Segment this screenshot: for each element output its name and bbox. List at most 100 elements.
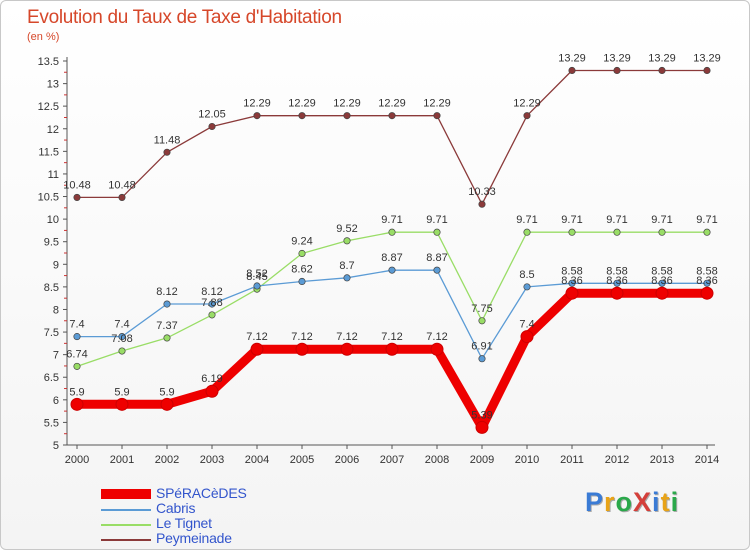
y-tick-label: 9.5: [44, 237, 59, 249]
series-point[interactable]: [118, 347, 126, 355]
series-point[interactable]: [298, 249, 306, 258]
y-tick-label: 10.5: [38, 192, 59, 204]
data-label: 8.36: [696, 275, 717, 287]
series-point[interactable]: [568, 279, 576, 287]
series-point[interactable]: [73, 333, 81, 341]
series-point[interactable]: [298, 277, 306, 286]
data-label: 8.7: [339, 260, 354, 272]
logo-letter: o: [615, 487, 634, 517]
series-point[interactable]: [298, 112, 306, 120]
data-label: 10.48: [63, 179, 91, 191]
series-point[interactable]: [613, 228, 621, 236]
series-point[interactable]: [160, 397, 174, 411]
data-label: 13.29: [648, 52, 676, 64]
series-point[interactable]: [253, 112, 261, 120]
series-point[interactable]: [340, 342, 354, 356]
legend-swatch-le-tignet: [101, 524, 151, 526]
series-point[interactable]: [523, 228, 531, 236]
data-label: 7.12: [291, 331, 312, 343]
data-label: 9.71: [381, 214, 402, 226]
series-point[interactable]: [163, 300, 171, 308]
legend-swatch-cabris: [101, 509, 151, 511]
legend-label-peymeinade: Peymeinade: [156, 530, 232, 546]
series-point[interactable]: [658, 279, 666, 287]
series-point[interactable]: [163, 334, 171, 342]
series-point[interactable]: [388, 112, 396, 120]
series-point[interactable]: [568, 228, 576, 236]
series-point[interactable]: [433, 228, 441, 236]
y-tick-label: 8: [53, 304, 59, 316]
logo-letter: t: [660, 487, 671, 517]
series-point[interactable]: [703, 66, 711, 75]
legend-swatch-speracedes: [101, 489, 151, 499]
data-label: 12.29: [513, 98, 541, 110]
series-point[interactable]: [613, 279, 621, 287]
series-point[interactable]: [703, 279, 711, 287]
data-label: 12.29: [378, 98, 406, 110]
y-tick-label: 11.5: [38, 146, 59, 158]
series-point[interactable]: [253, 282, 261, 290]
data-label: 13.29: [693, 52, 721, 64]
y-tick-label: 5.5: [44, 417, 59, 429]
series-point[interactable]: [520, 330, 534, 344]
data-label: 12.29: [423, 98, 451, 110]
data-label: 9.71: [561, 214, 582, 226]
series-point[interactable]: [700, 286, 714, 300]
series-point[interactable]: [385, 342, 399, 356]
series-point[interactable]: [73, 193, 81, 201]
series-point[interactable]: [343, 274, 351, 282]
x-tick-label: 2013: [650, 454, 674, 466]
series-point[interactable]: [208, 300, 216, 308]
series-point[interactable]: [430, 342, 444, 356]
series-point[interactable]: [388, 266, 396, 274]
series-point[interactable]: [703, 228, 711, 236]
series-point[interactable]: [343, 237, 351, 245]
y-tick-label: 6.5: [44, 372, 59, 384]
series-point[interactable]: [568, 66, 576, 75]
series-point[interactable]: [523, 283, 531, 291]
series-point[interactable]: [523, 112, 531, 120]
series-point[interactable]: [475, 420, 489, 434]
series-point[interactable]: [478, 200, 486, 208]
x-tick-label: 2012: [605, 454, 629, 466]
series-point[interactable]: [343, 112, 351, 120]
series-point[interactable]: [73, 362, 81, 370]
series-point[interactable]: [118, 333, 126, 341]
x-tick-label: 2000: [65, 454, 89, 466]
series-point[interactable]: [658, 66, 666, 75]
data-label: 12.29: [288, 98, 316, 110]
series-point[interactable]: [208, 122, 216, 131]
data-label: 9.71: [651, 214, 672, 226]
series-point[interactable]: [658, 228, 666, 236]
series-point[interactable]: [208, 311, 216, 319]
series-point[interactable]: [610, 286, 624, 300]
series-point[interactable]: [433, 266, 441, 274]
series-point[interactable]: [433, 112, 441, 120]
data-label: 5.9: [114, 386, 129, 398]
series-point[interactable]: [565, 286, 579, 300]
series-point[interactable]: [478, 355, 486, 363]
series-point[interactable]: [478, 317, 486, 325]
series-point[interactable]: [613, 66, 621, 75]
data-label: 13.29: [603, 52, 631, 64]
data-label: 7.88: [201, 297, 222, 309]
series-point[interactable]: [388, 228, 396, 236]
data-label: 9.71: [426, 214, 447, 226]
y-tick-label: 5: [53, 440, 59, 452]
series-point[interactable]: [163, 148, 171, 156]
series-point[interactable]: [118, 193, 126, 201]
data-label: 12.05: [198, 109, 226, 121]
series-point[interactable]: [205, 384, 219, 398]
data-label: 8.12: [156, 286, 177, 298]
data-label: 8.62: [291, 263, 312, 275]
series-point[interactable]: [250, 342, 264, 356]
series-point[interactable]: [70, 397, 84, 411]
x-tick-label: 2002: [155, 454, 179, 466]
logo-letter: i: [670, 487, 680, 517]
series-point[interactable]: [295, 342, 309, 356]
series-point[interactable]: [115, 397, 129, 411]
chart-axes: 5 5.5 6 6.5 7 7.5 8 8.5 9 9.5 10 10.5 11 11.5 12 12.5 13…: [38, 56, 720, 466]
series-point[interactable]: [655, 286, 669, 300]
y-tick-label: 7: [53, 350, 59, 362]
